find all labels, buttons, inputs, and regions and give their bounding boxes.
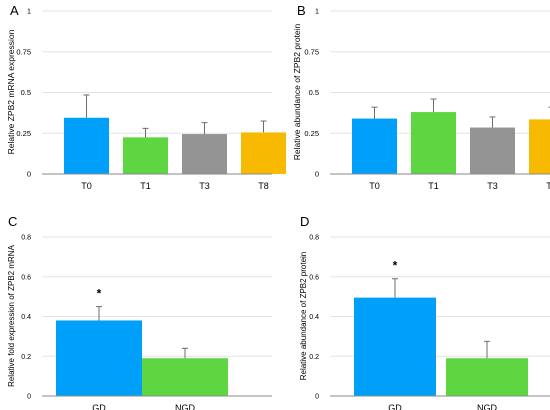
x-tick-label: T1: [140, 181, 151, 191]
y-tick-label: 0.75: [16, 47, 31, 56]
significance-marker: *: [97, 287, 102, 301]
y-tick-label: 0.6: [21, 274, 31, 281]
y-tick-label: 1: [27, 7, 31, 16]
bar: [354, 297, 436, 396]
y-tick-label: 0: [315, 394, 319, 401]
panel-letter: D: [300, 214, 309, 229]
bar: [446, 358, 528, 396]
x-tick-label: T3: [487, 181, 498, 191]
bar: [529, 119, 550, 174]
x-tick-label: T3: [199, 181, 210, 191]
x-tick-label: GD: [92, 403, 106, 410]
x-tick-label: GD: [388, 403, 402, 410]
y-axis-label: Relative abundance of ZPB2 protein: [299, 252, 308, 381]
y-tick-label: 0: [315, 170, 319, 179]
bar: [64, 117, 109, 174]
y-tick-label: 1: [315, 7, 319, 16]
bar: [182, 134, 227, 174]
y-tick-label: 0: [27, 170, 31, 179]
y-tick-label: 0.25: [304, 129, 319, 138]
panel-letter: A: [10, 3, 19, 18]
x-tick-label: T1: [428, 181, 439, 191]
bar: [352, 118, 397, 174]
bar: [56, 320, 142, 396]
y-tick-label: 0.2: [21, 354, 31, 361]
y-tick-label: 0: [27, 394, 31, 401]
x-tick-label: T0: [369, 181, 380, 191]
y-axis-label: Relative abundance of ZPB2 protein: [292, 23, 302, 160]
panel-letter: C: [8, 214, 17, 229]
y-tick-label: 0.4: [309, 314, 319, 321]
x-tick-label: NGD: [175, 403, 196, 410]
significance-marker: *: [393, 259, 398, 273]
y-tick-label: 0.8: [21, 235, 31, 242]
y-axis-label: Relative ZPB2 mRNA expression: [6, 29, 16, 154]
bar: [123, 137, 168, 174]
x-tick-label: T0: [81, 181, 92, 191]
y-tick-label: 0.5: [21, 88, 31, 97]
chart-panel-d: 0 0.2 0.4 0.6 0.8 GD * NGD Relative abundance of…: [299, 214, 550, 410]
y-tick-label: 0.8: [309, 235, 319, 242]
panel-letter: B: [297, 3, 306, 18]
chart-panel-b: 0 0.25 0.5 0.75 1 T0 T1 T3 T8 Relative abundance …: [292, 3, 550, 191]
y-axis-label: Relative fold expression of ZPB2 mRNA: [7, 244, 16, 387]
y-tick-label: 0.6: [309, 274, 319, 281]
x-tick-label: T8: [546, 181, 550, 191]
chart-panel-c: 0 0.2 0.4 0.6 0.8 GD * NGD Relative fold express…: [7, 214, 272, 410]
bar: [142, 358, 228, 396]
bar: [470, 127, 515, 174]
y-tick-label: 0.25: [16, 129, 31, 138]
x-tick-label: NGD: [477, 403, 498, 410]
y-tick-label: 0.2: [309, 354, 319, 361]
y-tick-label: 0.5: [309, 88, 319, 97]
bar: [241, 132, 286, 174]
bar: [411, 112, 456, 174]
y-tick-label: 0.4: [21, 314, 31, 321]
x-tick-label: T8: [258, 181, 269, 191]
chart-panel-a: 0 0.25 0.5 0.75 1 T0 T1 T3 T8 Relative ZPB2 mRNA …: [6, 3, 286, 191]
y-tick-label: 0.75: [304, 47, 319, 56]
